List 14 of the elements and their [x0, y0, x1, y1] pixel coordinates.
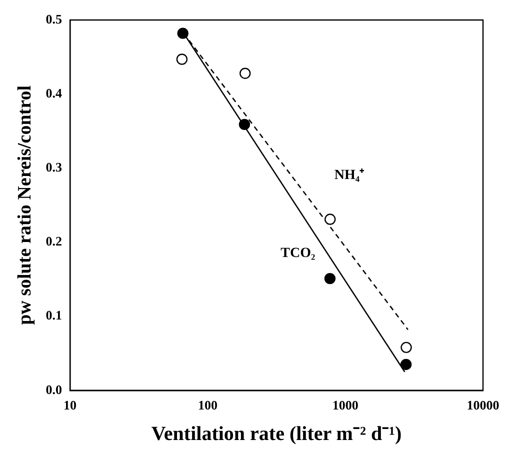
- y-tick-label: 0.1: [46, 308, 62, 323]
- y-axis-title: pw solute ratio Nereis/control: [14, 85, 36, 325]
- y-tick-label: 0.0: [46, 382, 62, 397]
- y-tick-label: 0.4: [46, 85, 63, 100]
- y-tick-label: 0.5: [46, 11, 63, 26]
- y-tick-label: 0.2: [46, 234, 62, 249]
- x-axis-title: Ventilation rate (liter m⁻² d⁻¹): [151, 423, 402, 446]
- x-tick-label: 1000: [332, 398, 358, 413]
- y-tick-label: 0.3: [46, 160, 63, 175]
- x-tick-label: 10000: [466, 398, 500, 413]
- annotation: NH₄⁺: [334, 168, 365, 184]
- annotation: TCO₂: [280, 246, 316, 261]
- x-tick-label: 10: [64, 398, 77, 413]
- x-tick-label: 100: [198, 398, 218, 413]
